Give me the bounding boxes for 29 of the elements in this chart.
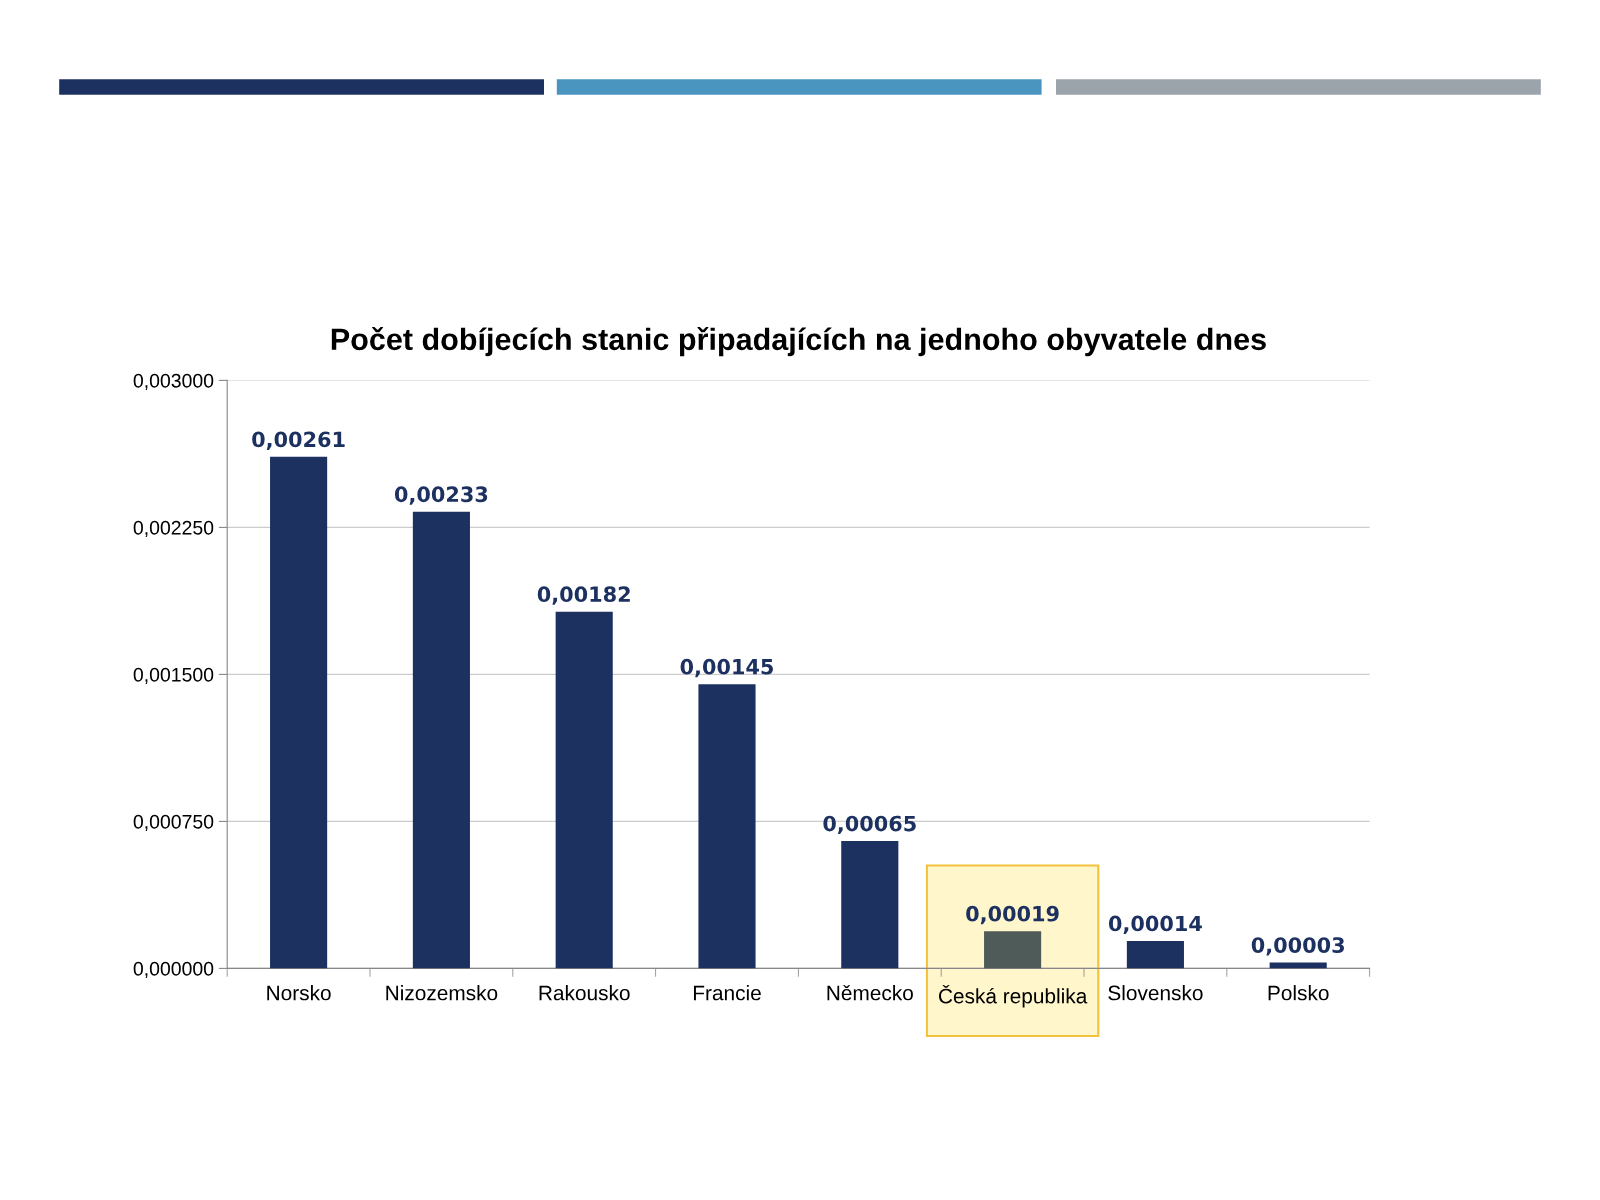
bar [1126, 940, 1184, 969]
x-tick-label: Česká republika [938, 985, 1088, 1008]
bar [555, 611, 613, 969]
y-tick-label: 0,000000 [133, 961, 214, 978]
bar [698, 684, 756, 969]
bar [841, 841, 899, 969]
data-label: 0,00014 [1108, 915, 1202, 935]
y-tick-label: 0,000750 [133, 814, 214, 831]
data-label: 0,00019 [966, 905, 1059, 925]
x-tick-label: Slovensko [1108, 985, 1203, 1001]
data-label: 0,00182 [537, 586, 630, 605]
chart-title: Počet dobíjecích stanic připadajících na jednoho obyvatele dnes [331, 327, 1266, 357]
x-tick-label: Polsko [1268, 985, 1329, 1001]
data-label: 0,00003 [1251, 937, 1344, 956]
y-tick-label: 0,002250 [133, 520, 214, 537]
y-tick-label: 0,001500 [133, 667, 214, 684]
x-tick-label: Francie [693, 985, 761, 1001]
x-tick-label: Nizozemsko [386, 985, 498, 1001]
bar [270, 456, 328, 969]
y-tick-label: 0,003000 [133, 373, 214, 390]
bar [984, 931, 1042, 969]
data-label: 0,00261 [252, 431, 345, 450]
bar [412, 511, 470, 969]
data-label: 0,00233 [394, 486, 488, 505]
x-tick-label: Rakousko [539, 985, 630, 1001]
x-tick-label: Norsko [267, 985, 331, 1001]
data-label: 0,00065 [823, 815, 916, 835]
data-label: 0,00145 [680, 658, 773, 678]
x-tick-label: Německo [827, 985, 913, 1001]
